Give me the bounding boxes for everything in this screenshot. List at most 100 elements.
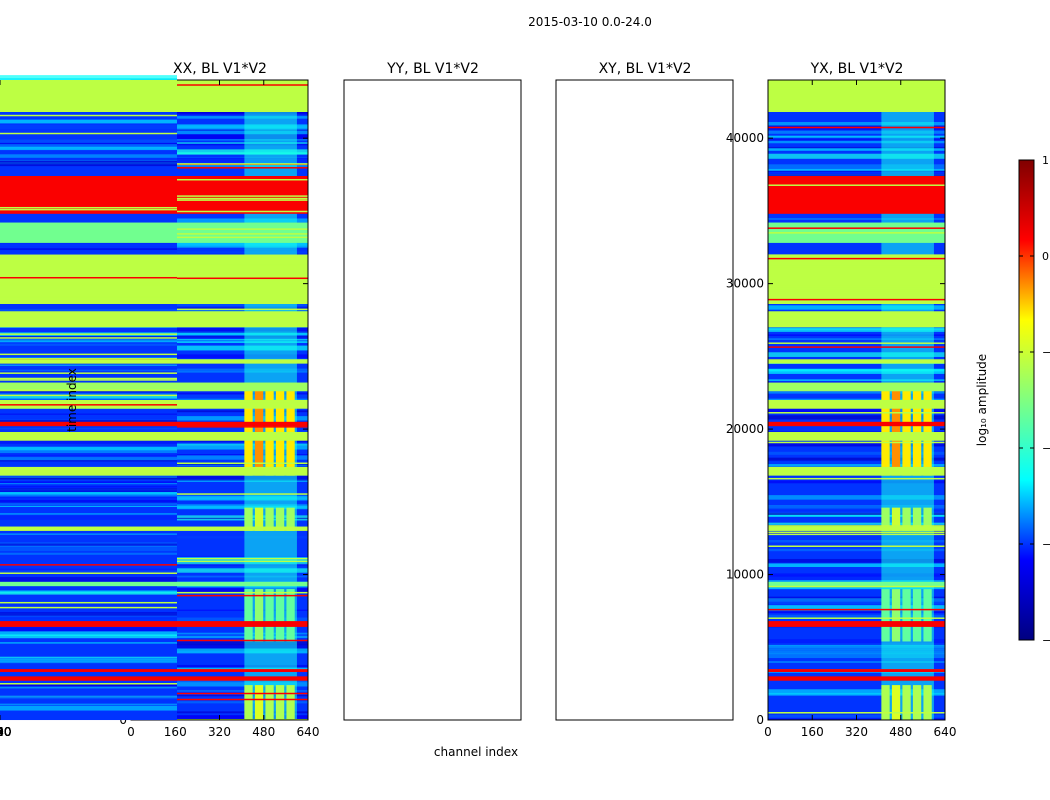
heatmap-row (131, 368, 308, 372)
colorbar-tick-label: −3 (1042, 538, 1050, 551)
flagged-line (768, 529, 945, 531)
heatmap-row (131, 464, 308, 466)
heatmap-row (768, 457, 945, 461)
colorbar-tick-label: 0 (1042, 250, 1049, 263)
heatmap-row (0, 591, 177, 595)
flagged-line (768, 257, 945, 260)
flagged-band (0, 676, 177, 681)
x-tick-label: 640 (297, 725, 320, 739)
flagged-line (131, 308, 308, 311)
flagged-band (131, 526, 308, 531)
x-tick-label: 0 (0, 725, 4, 739)
heatmap-row (131, 164, 308, 168)
heatmap-row (131, 505, 308, 509)
heatmap-row (0, 456, 177, 461)
x-tick-label: 480 (0, 725, 11, 739)
heatmap-row (768, 415, 945, 420)
flagged-band (0, 80, 177, 112)
heatmap-row (0, 513, 177, 515)
heatmap-row (131, 129, 308, 135)
y-tick-label: 10000 (726, 568, 764, 582)
heatmap-row (0, 142, 177, 145)
flagged-band (768, 382, 945, 392)
flagged-line (768, 289, 945, 292)
heatmap-row (768, 464, 945, 467)
heatmap-row (0, 485, 177, 489)
heatmap-row (131, 565, 308, 570)
flagged-band (768, 400, 945, 409)
flagged-line (768, 531, 945, 534)
heatmap-row (131, 644, 308, 650)
flagged-band (131, 621, 308, 627)
heatmap-row (0, 427, 177, 430)
heatmap-row (768, 352, 945, 357)
heatmap-row (0, 475, 177, 477)
flagged-line (768, 87, 945, 90)
heatmap-row (0, 482, 177, 485)
rfi-block (912, 507, 922, 531)
panel-1: YY, BL V1*V2 0 160 320 480 640 0 10000 20000 300… (343, 61, 956, 739)
heatmap-row (768, 586, 945, 590)
heatmap-row (131, 336, 308, 338)
heatmap-row (0, 657, 177, 661)
colorbar-label: log₁₀ amplitude (975, 354, 989, 446)
flagged-line (768, 712, 945, 714)
heatmap-row (768, 146, 945, 149)
heatmap-row (0, 642, 177, 644)
heatmap-row (768, 692, 945, 696)
heatmap-image (768, 80, 945, 720)
flagged-line (768, 533, 945, 536)
heatmap-row (131, 158, 308, 164)
flagged-line (0, 404, 177, 406)
heatmap-row (768, 639, 945, 644)
heatmap-row (768, 121, 945, 127)
heatmap-row (131, 327, 308, 333)
flagged-line (768, 412, 945, 414)
heatmap-row (768, 495, 945, 500)
flagged-band (768, 669, 945, 672)
heatmap-row (131, 242, 308, 248)
flagged-band (768, 421, 945, 427)
heatmap-row (0, 248, 177, 251)
heatmap-row (131, 561, 308, 565)
x-tick-label: 320 (0, 725, 11, 739)
flagged-line (768, 285, 945, 288)
heatmap-row (768, 135, 945, 140)
x-tick-label: 320 (845, 725, 868, 739)
heatmap-row (131, 682, 308, 687)
heatmap-row (131, 354, 308, 359)
rfi-block (244, 589, 253, 642)
heatmap-row (0, 570, 177, 573)
flagged-band (0, 382, 177, 392)
heatmap-row (131, 694, 308, 697)
y-tick-label: 40000 (726, 131, 764, 145)
rfi-block (902, 507, 911, 531)
x-tick-label: 320 (208, 725, 231, 739)
rfi-block (912, 589, 922, 642)
flagged-line (0, 296, 177, 298)
flagged-band (131, 676, 308, 681)
flagged-band (0, 581, 177, 587)
flagged-band (768, 359, 945, 364)
heatmap-row (768, 368, 945, 374)
heatmap-row (131, 410, 308, 413)
heatmap-row (131, 664, 308, 671)
heatmap-row (131, 517, 308, 519)
flagged-line (131, 236, 308, 239)
rfi-block (275, 589, 285, 642)
flagged-line (0, 679, 177, 681)
flagged-band (0, 621, 177, 627)
heatmap-row (0, 543, 177, 546)
heatmap-row (768, 661, 945, 663)
flagged-band (0, 669, 177, 672)
colorbar: 1 0 −1 −2 −3 −4 log₁₀ amplitude (975, 154, 1050, 647)
y-axis-label: time index (65, 368, 79, 432)
heatmap-row (131, 648, 308, 654)
flagged-line (131, 233, 308, 235)
flagged-band (0, 254, 177, 304)
heatmap-row (0, 368, 177, 370)
heatmap-row (768, 611, 945, 614)
heatmap-row (131, 503, 308, 508)
flagged-band (0, 222, 177, 243)
flagged-band (131, 382, 308, 392)
